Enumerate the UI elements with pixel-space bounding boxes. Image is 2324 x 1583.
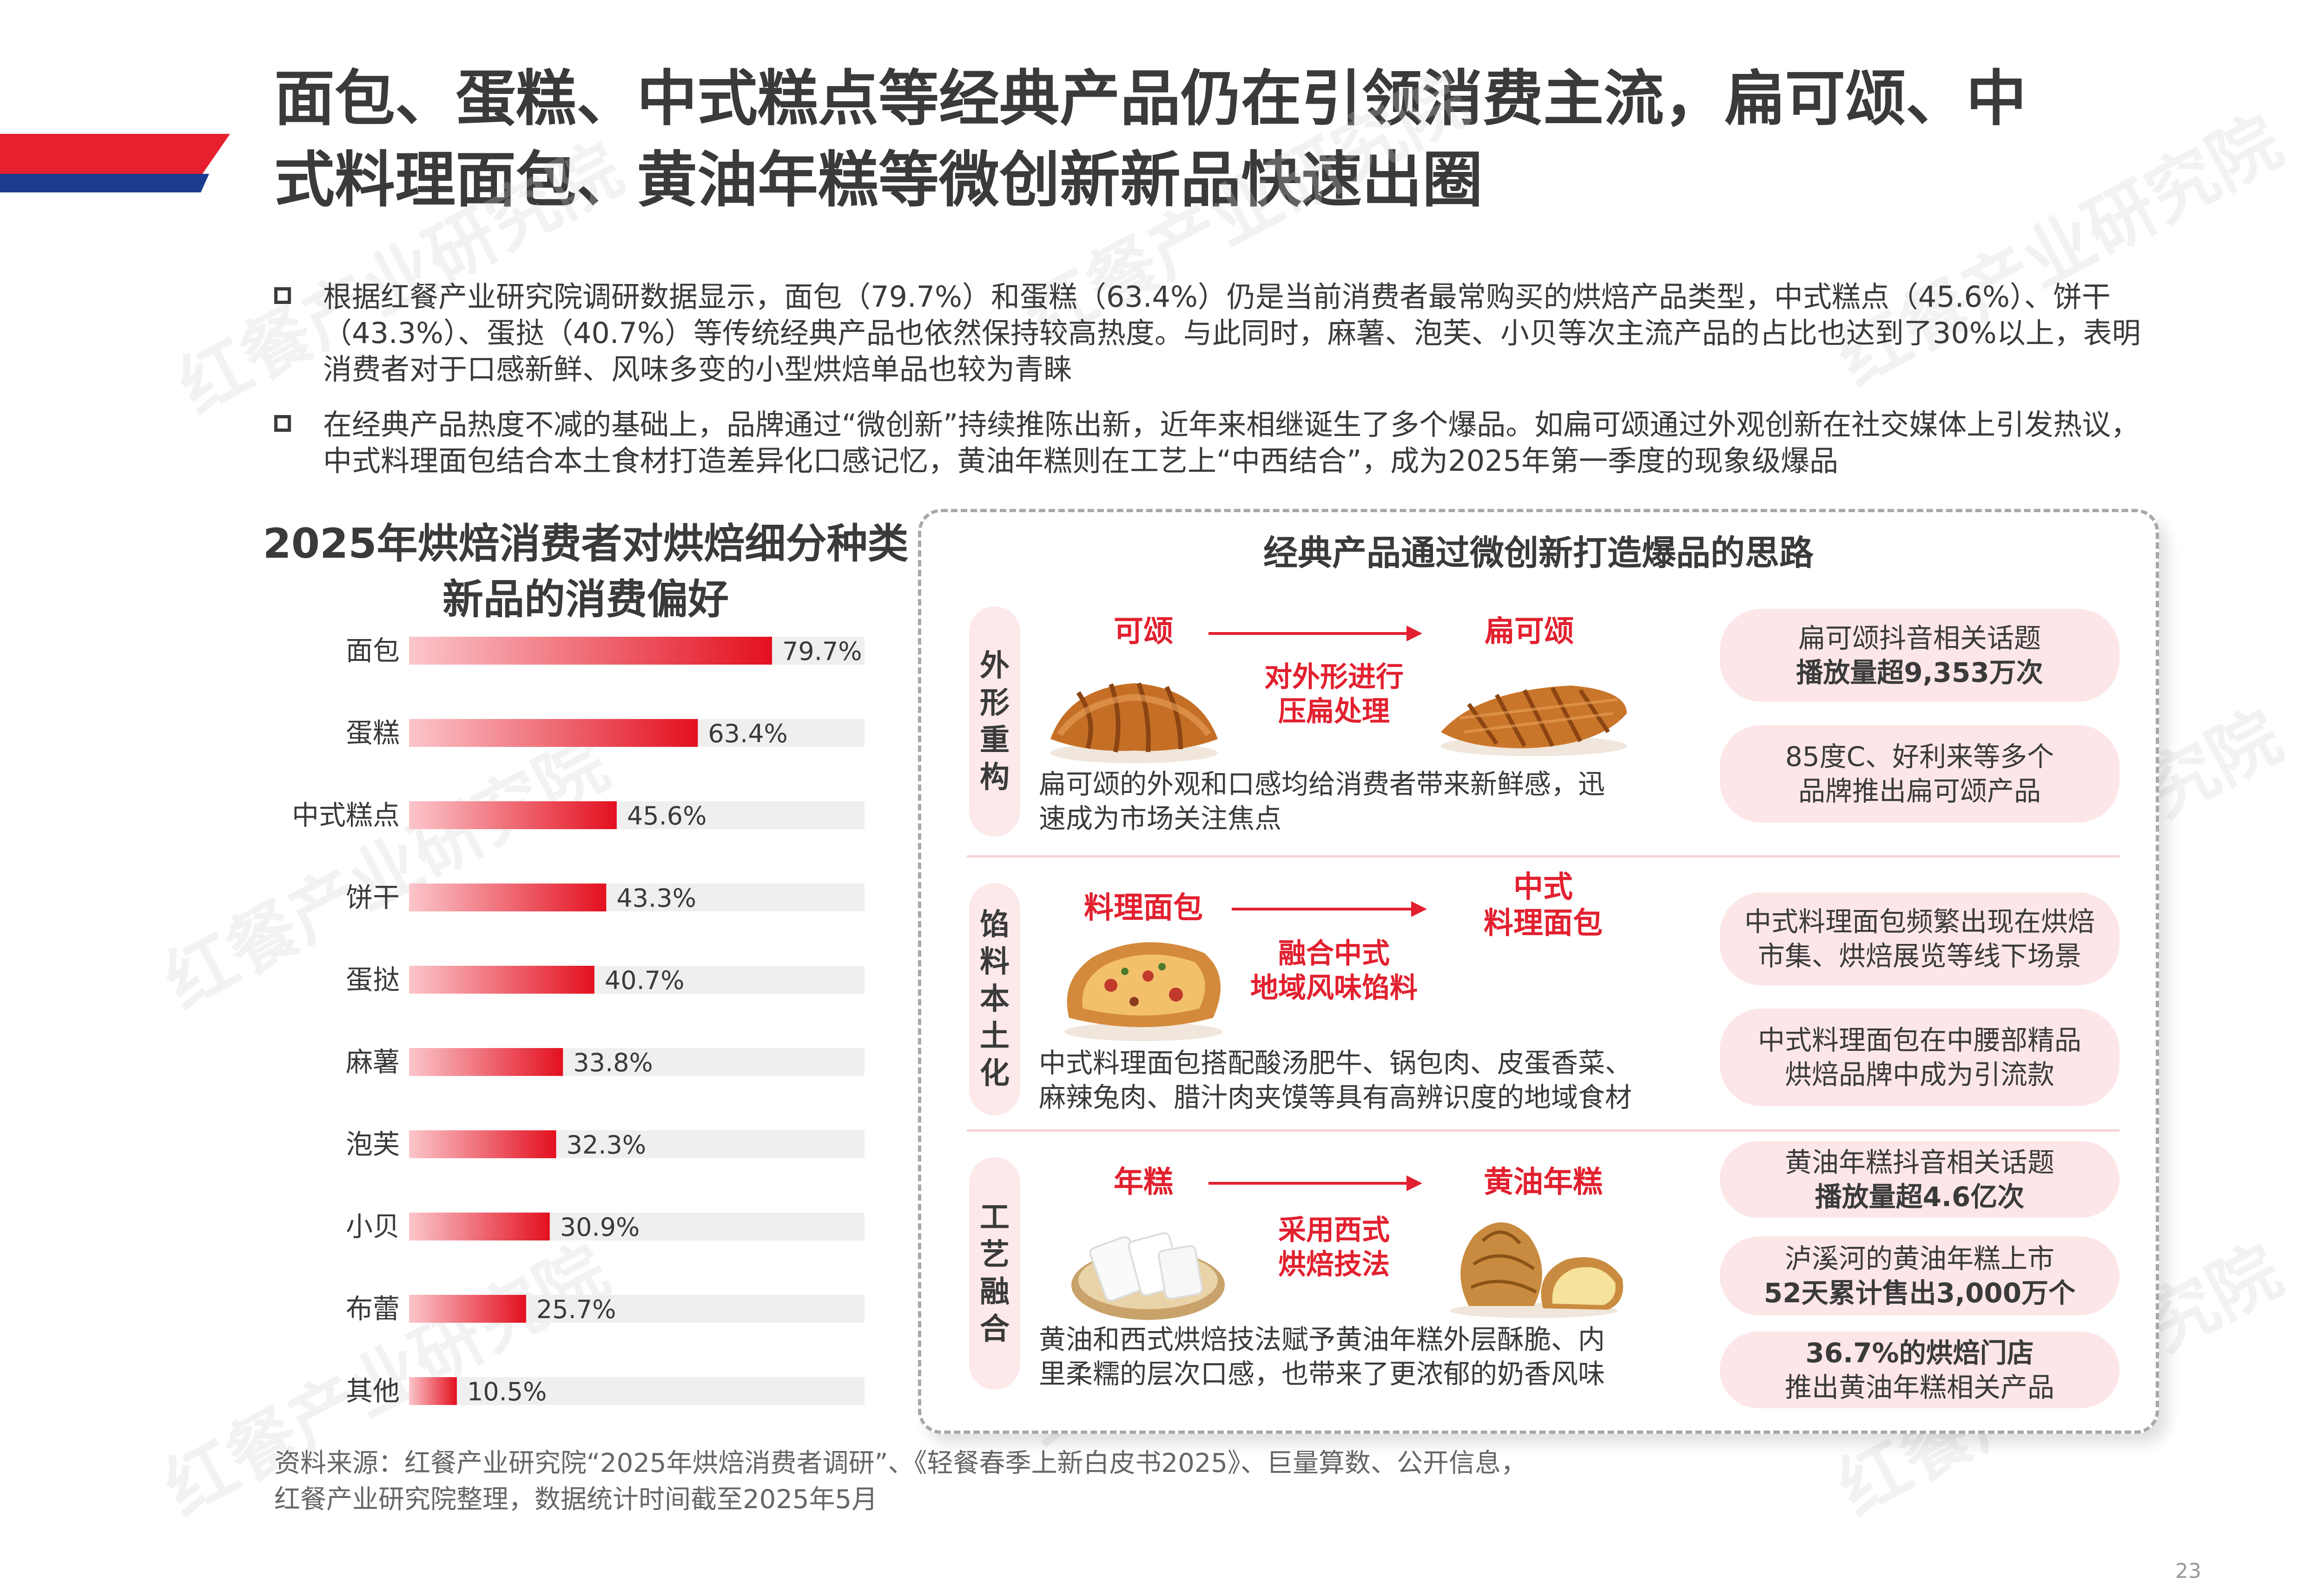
bar-value-label: 79.7% — [782, 637, 862, 666]
bar-value-label: 33.8% — [573, 1048, 653, 1077]
stat-pill: 85度C、好利来等多个 品牌推出扁可颂产品 — [1720, 725, 2119, 823]
stat-pill: 36.7%的烘焙门店 推出黄油年糕相关产品 — [1720, 1332, 2119, 1408]
transform-arrow-icon — [1232, 901, 1427, 917]
bar-value-label: 63.4% — [708, 719, 788, 748]
bar-value-label: 32.3% — [567, 1130, 647, 1160]
bar-category-label: 中式糕点 — [292, 799, 400, 831]
bar-category-label: 布蕾 — [346, 1293, 400, 1325]
bar-value-label: 43.3% — [616, 884, 696, 913]
bar-category-label: 麻薯 — [346, 1046, 400, 1078]
method-label: 采用西式 烘焙技法 — [1278, 1214, 1390, 1281]
transform-arrow-icon — [1208, 626, 1422, 641]
bullet-paragraph-1: 根据红餐产业研究院调研数据显示，面包（79.7%）和蛋糕（63.4%）仍是当前消… — [274, 279, 2152, 388]
method-label: 对外形进行 压扁处理 — [1264, 661, 1404, 728]
row-description: 中式料理面包搭配酸汤肥牛、锅包肉、皮蛋香菜、 麻辣兔肉、腊汁肉夹馍等具有高辨识度… — [1039, 1047, 1632, 1113]
transform-arrow-icon — [1208, 1175, 1422, 1191]
croissant-icon — [1050, 682, 1218, 763]
from-product-label: 料理面包 — [1084, 891, 1203, 925]
row-label-craft-fusion: 工艺融合 — [969, 1157, 1020, 1390]
to-product-label: 扁可颂 — [1485, 614, 1574, 649]
bar-value-label: 45.6% — [627, 801, 707, 831]
row-description: 扁可颂的外观和口感均给消费者带来新鲜感，迅 速成为市场关注焦点 — [1039, 768, 1605, 834]
bar — [409, 1048, 563, 1076]
bar-category-label: 蛋糕 — [346, 717, 400, 749]
bar — [409, 801, 617, 829]
bullet-paragraph-2: 在经典产品热度不减的基础上，品牌通过“微创新”持续推陈出新，近年来相继诞生了多个… — [274, 407, 2152, 479]
chart-title: 2025年烘焙消费者对烘焙细分种类新品的消费偏好 — [263, 520, 909, 623]
bar — [409, 1130, 556, 1158]
butter-rice-cake-icon — [1450, 1222, 1623, 1318]
bar-value-label: 30.9% — [560, 1213, 640, 1242]
bar-value-label: 10.5% — [467, 1377, 547, 1406]
bar-category-label: 饼干 — [346, 882, 400, 913]
page-title: 面包、蛋糕、中式糕点等经典产品仍在引领消费主流，扁可颂、中 式料理面包、黄油年糕… — [274, 58, 2133, 221]
row-label-filling-localization: 馅料本土化 — [969, 883, 1020, 1115]
panel-title: 经典产品通过微创新打造爆品的思路 — [1263, 533, 1814, 573]
method-label: 融合中式 地域风味馅料 — [1250, 937, 1418, 1004]
from-product-label: 可颂 — [1114, 614, 1173, 649]
from-product-label: 年糕 — [1114, 1165, 1173, 1200]
bar-category-label: 泡芙 — [346, 1128, 400, 1160]
bar — [409, 1295, 526, 1323]
source-footnote: 资料来源：红餐产业研究院“2025年烘焙消费者调研”、《轻餐春季上新白皮书202… — [274, 1448, 1527, 1515]
row-divider — [967, 1129, 2119, 1132]
bullet-text: 根据红餐产业研究院调研数据显示，面包（79.7%）和蛋糕（63.4%）仍是当前消… — [323, 280, 2141, 386]
bar — [409, 1377, 457, 1405]
bullet-text: 在经典产品热度不减的基础上，品牌通过“微创新”持续推陈出新，近年来相继诞生了多个… — [323, 408, 2140, 478]
bullet-square-icon — [274, 415, 291, 432]
to-product-label: 中式 料理面包 — [1484, 870, 1603, 941]
bar-value-label: 25.7% — [536, 1295, 616, 1324]
bar — [409, 719, 698, 747]
bar-value-label: 40.7% — [605, 966, 685, 995]
bar-category-label: 面包 — [346, 635, 400, 666]
bar — [409, 637, 772, 665]
title-stripe-blue — [0, 174, 209, 192]
bar-chart: 面包 79.7% 蛋糕 63.4% 中式糕点 45.6% 饼干 43.3% 蛋挞 40.7% 麻薯 3… — [292, 635, 865, 1407]
bar — [409, 1213, 550, 1240]
page-title-line1: 面包、蛋糕、中式糕点等经典产品仍在引领消费主流，扁可颂、中 — [274, 63, 2027, 134]
savory-bread-icon — [1064, 942, 1222, 1041]
bar-category-label: 蛋挞 — [346, 964, 400, 996]
row-label-shape-reshape: 外形重构 — [969, 607, 1020, 837]
stat-pill: 黄油年糕抖音相关话题 播放量超4.6亿次 — [1720, 1141, 2119, 1218]
stat-pill: 泸溪河的黄油年糕上市 52天累计售出3,000万个 — [1720, 1236, 2119, 1315]
stat-pill: 中式料理面包频繁出现在烘焙 市集、烘焙展览等线下场景 — [1720, 892, 2119, 985]
bullet-square-icon — [274, 287, 291, 304]
row-description: 黄油和西式烘焙技法赋予黄油年糕外层酥脆、内 里柔糯的层次口感，也带来了更浓郁的奶… — [1039, 1324, 1605, 1390]
bar-track — [409, 1377, 865, 1405]
title-stripe-red — [0, 134, 230, 174]
bar — [409, 966, 594, 994]
bar-category-label: 小贝 — [346, 1211, 400, 1242]
row-divider — [967, 855, 2119, 857]
stat-pill: 扁可颂抖音相关话题 播放量超9,353万次 — [1720, 609, 2119, 702]
stat-pill: 中式料理面包在中腰部精品 烘焙品牌中成为引流款 — [1720, 1009, 2119, 1106]
bar — [409, 884, 607, 911]
page-number: 23 — [2175, 1559, 2201, 1583]
bar-category-label: 其他 — [346, 1375, 400, 1407]
page-title-line2: 式料理面包、黄油年糕等微创新新品快速出圈 — [274, 145, 1483, 215]
flat-croissant-icon — [1441, 686, 1627, 756]
to-product-label: 黄油年糕 — [1484, 1165, 1603, 1200]
rice-cake-icon — [1071, 1232, 1225, 1320]
